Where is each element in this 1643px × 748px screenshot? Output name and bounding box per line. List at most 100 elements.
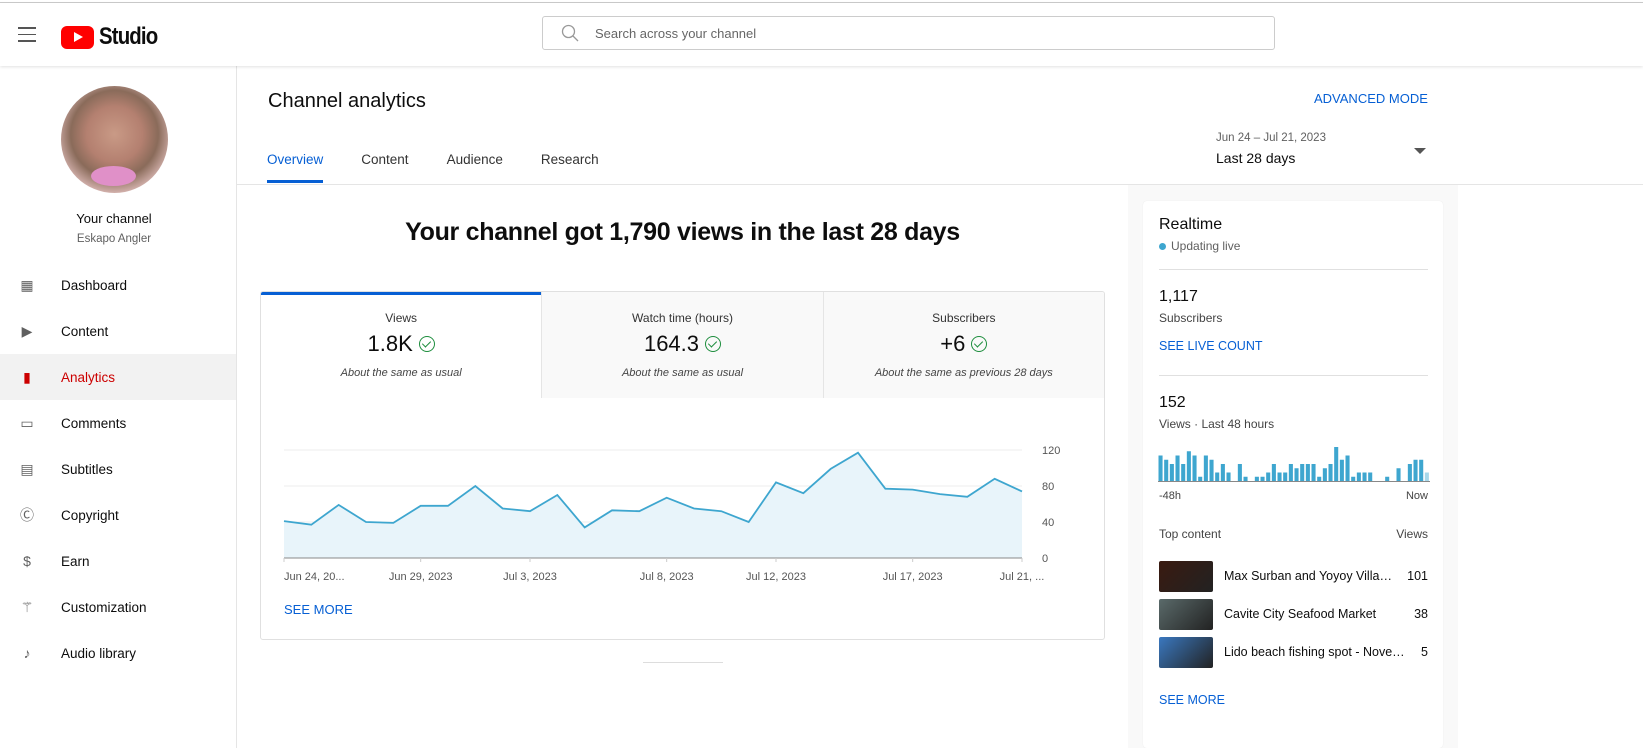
realtime-bar[interactable]: [1260, 476, 1265, 481]
realtime-bar[interactable]: [1158, 455, 1163, 482]
period: Last 28 days: [1216, 150, 1296, 166]
axis-end: Now: [1405, 490, 1428, 502]
realtime-bar[interactable]: [1385, 476, 1390, 481]
realtime-bar[interactable]: [1226, 472, 1231, 482]
realtime-bar[interactable]: [1368, 472, 1373, 482]
magic-wand-icon: ⚚: [20, 598, 34, 615]
realtime-bar[interactable]: [1339, 459, 1344, 481]
metric-value: +6: [940, 331, 966, 356]
realtime-bar[interactable]: [1305, 464, 1310, 481]
realtime-bar[interactable]: [1283, 472, 1288, 482]
video-thumbnail: [1159, 636, 1213, 668]
tab-audience[interactable]: Audience: [446, 152, 503, 167]
tab-overview[interactable]: Overview: [267, 152, 324, 183]
sidebar-item-analytics[interactable]: ▮ Analytics: [0, 354, 236, 400]
advanced-mode-button[interactable]: ADVANCED MODE: [1314, 91, 1428, 106]
check-circle-icon: [705, 336, 722, 352]
tab-content[interactable]: Content: [361, 152, 409, 167]
metric-tab-1[interactable]: Watch time (hours) 164.3 About the same as…: [541, 292, 823, 398]
sidebar-item-dashboard[interactable]: ▦ Dashboard: [0, 262, 236, 308]
sidebar-item-subtitles[interactable]: ▤ Subtitles: [0, 446, 236, 492]
divider: [1159, 375, 1428, 376]
search-icon: [561, 24, 579, 42]
realtime-bar[interactable]: [1322, 468, 1327, 481]
sidebar-item-customization[interactable]: ⚚ Customization: [0, 584, 236, 630]
realtime-bar[interactable]: [1351, 476, 1356, 481]
realtime-bar[interactable]: [1345, 455, 1350, 482]
caret-down-icon: [1414, 148, 1426, 154]
live-status-text: Updating live: [1171, 239, 1241, 253]
realtime-bar[interactable]: [1169, 464, 1174, 481]
comments-icon: ▭: [20, 414, 34, 431]
studio-logo[interactable]: Studio: [61, 23, 168, 51]
date-range: Jun 24 – Jul 21, 2023: [1216, 132, 1326, 144]
realtime-views: 152: [1159, 394, 1186, 411]
realtime-bar[interactable]: [1311, 464, 1316, 481]
realtime-bar[interactable]: [1181, 464, 1186, 481]
top-views-label: Views: [1396, 527, 1428, 541]
top-border: [0, 2, 1643, 3]
sidebar-item-label: Dashboard: [61, 277, 128, 293]
realtime-bar[interactable]: [1407, 464, 1412, 481]
realtime-bar[interactable]: [1243, 476, 1248, 481]
realtime-bar[interactable]: [1254, 476, 1259, 481]
copyright-icon: Ⓒ: [20, 507, 34, 523]
realtime-bar[interactable]: [1396, 468, 1401, 481]
see-more-button[interactable]: SEE MORE: [284, 602, 353, 617]
realtime-bar[interactable]: [1362, 472, 1367, 482]
realtime-bar[interactable]: [1175, 455, 1180, 482]
sidebar-item-copyright[interactable]: Ⓒ Copyright: [0, 492, 236, 538]
realtime-bar[interactable]: [1220, 464, 1225, 481]
realtime-bar[interactable]: [1294, 468, 1299, 481]
realtime-bar[interactable]: [1317, 476, 1322, 481]
check-circle-icon: [418, 336, 435, 352]
sidebar-item-content[interactable]: ▶ Content: [0, 308, 236, 354]
realtime-bar[interactable]: [1237, 464, 1242, 481]
realtime-bar[interactable]: [1334, 447, 1339, 481]
sidebar-item-comments[interactable]: ▭ Comments: [0, 400, 236, 446]
top-content-item[interactable]: Lido beach fishing spot - November 5: [1159, 636, 1428, 668]
realtime-bar[interactable]: [1424, 472, 1429, 482]
menu-icon[interactable]: [18, 27, 36, 42]
search-box[interactable]: [542, 16, 1275, 50]
realtime-card: Realtime Updating live 1,117 Subscribers…: [1143, 201, 1443, 748]
realtime-bar[interactable]: [1186, 451, 1191, 481]
realtime-bar[interactable]: [1215, 472, 1220, 482]
realtime-bar[interactable]: [1328, 464, 1333, 481]
metric-label: Subscribers: [932, 311, 996, 325]
tab-research[interactable]: Research: [540, 152, 599, 167]
realtime-bar[interactable]: [1413, 459, 1418, 481]
channel-name: Eskapo Angler: [76, 233, 152, 245]
realtime-bar[interactable]: [1419, 459, 1424, 481]
see-live-count-button[interactable]: SEE LIVE COUNT: [1159, 339, 1263, 353]
video-views: 38: [1414, 607, 1428, 621]
top-content-item[interactable]: Max Surban and Yoyoy Villame ... 101: [1159, 560, 1428, 592]
realtime-see-more-button[interactable]: SEE MORE: [1159, 693, 1225, 707]
metrics-card: Views 1.8K About the same as usual Watch ti…: [260, 291, 1105, 640]
sidebar-item-earn[interactable]: $ Earn: [0, 538, 236, 584]
sidebar: Your channel Eskapo Angler ▦ Dashboard ▶ Co…: [0, 66, 237, 748]
realtime-bar[interactable]: [1300, 464, 1305, 481]
metric-tab-2[interactable]: Subscribers +6 About the same as previous …: [822, 292, 1104, 398]
realtime-bar[interactable]: [1288, 464, 1293, 481]
divider: [1159, 269, 1428, 270]
sidebar-item-audio-library[interactable]: ♪ Audio library: [0, 630, 236, 676]
realtime-bar[interactable]: [1277, 472, 1282, 482]
realtime-bar[interactable]: [1271, 464, 1276, 481]
content-icon: ▶: [21, 322, 33, 339]
realtime-bar[interactable]: [1192, 455, 1197, 482]
realtime-bar-chart: [1158, 447, 1430, 482]
realtime-bar[interactable]: [1209, 459, 1214, 481]
audio-library-icon: ♪: [23, 645, 31, 661]
top-content-item[interactable]: Cavite City Seafood Market 38: [1159, 598, 1428, 630]
metric-label: Views: [385, 311, 418, 325]
search-input[interactable]: [595, 25, 1195, 41]
realtime-bar[interactable]: [1164, 459, 1169, 481]
realtime-bar[interactable]: [1198, 476, 1203, 481]
date-range-picker[interactable]: Jun 24 – Jul 21, 2023 Last 28 days: [1216, 132, 1426, 166]
realtime-bar[interactable]: [1266, 472, 1271, 482]
realtime-bar[interactable]: [1203, 455, 1208, 482]
realtime-bar[interactable]: [1356, 472, 1361, 482]
metric-tab-0[interactable]: Views 1.8K About the same as usual: [261, 292, 542, 398]
channel-avatar[interactable]: [61, 86, 168, 193]
